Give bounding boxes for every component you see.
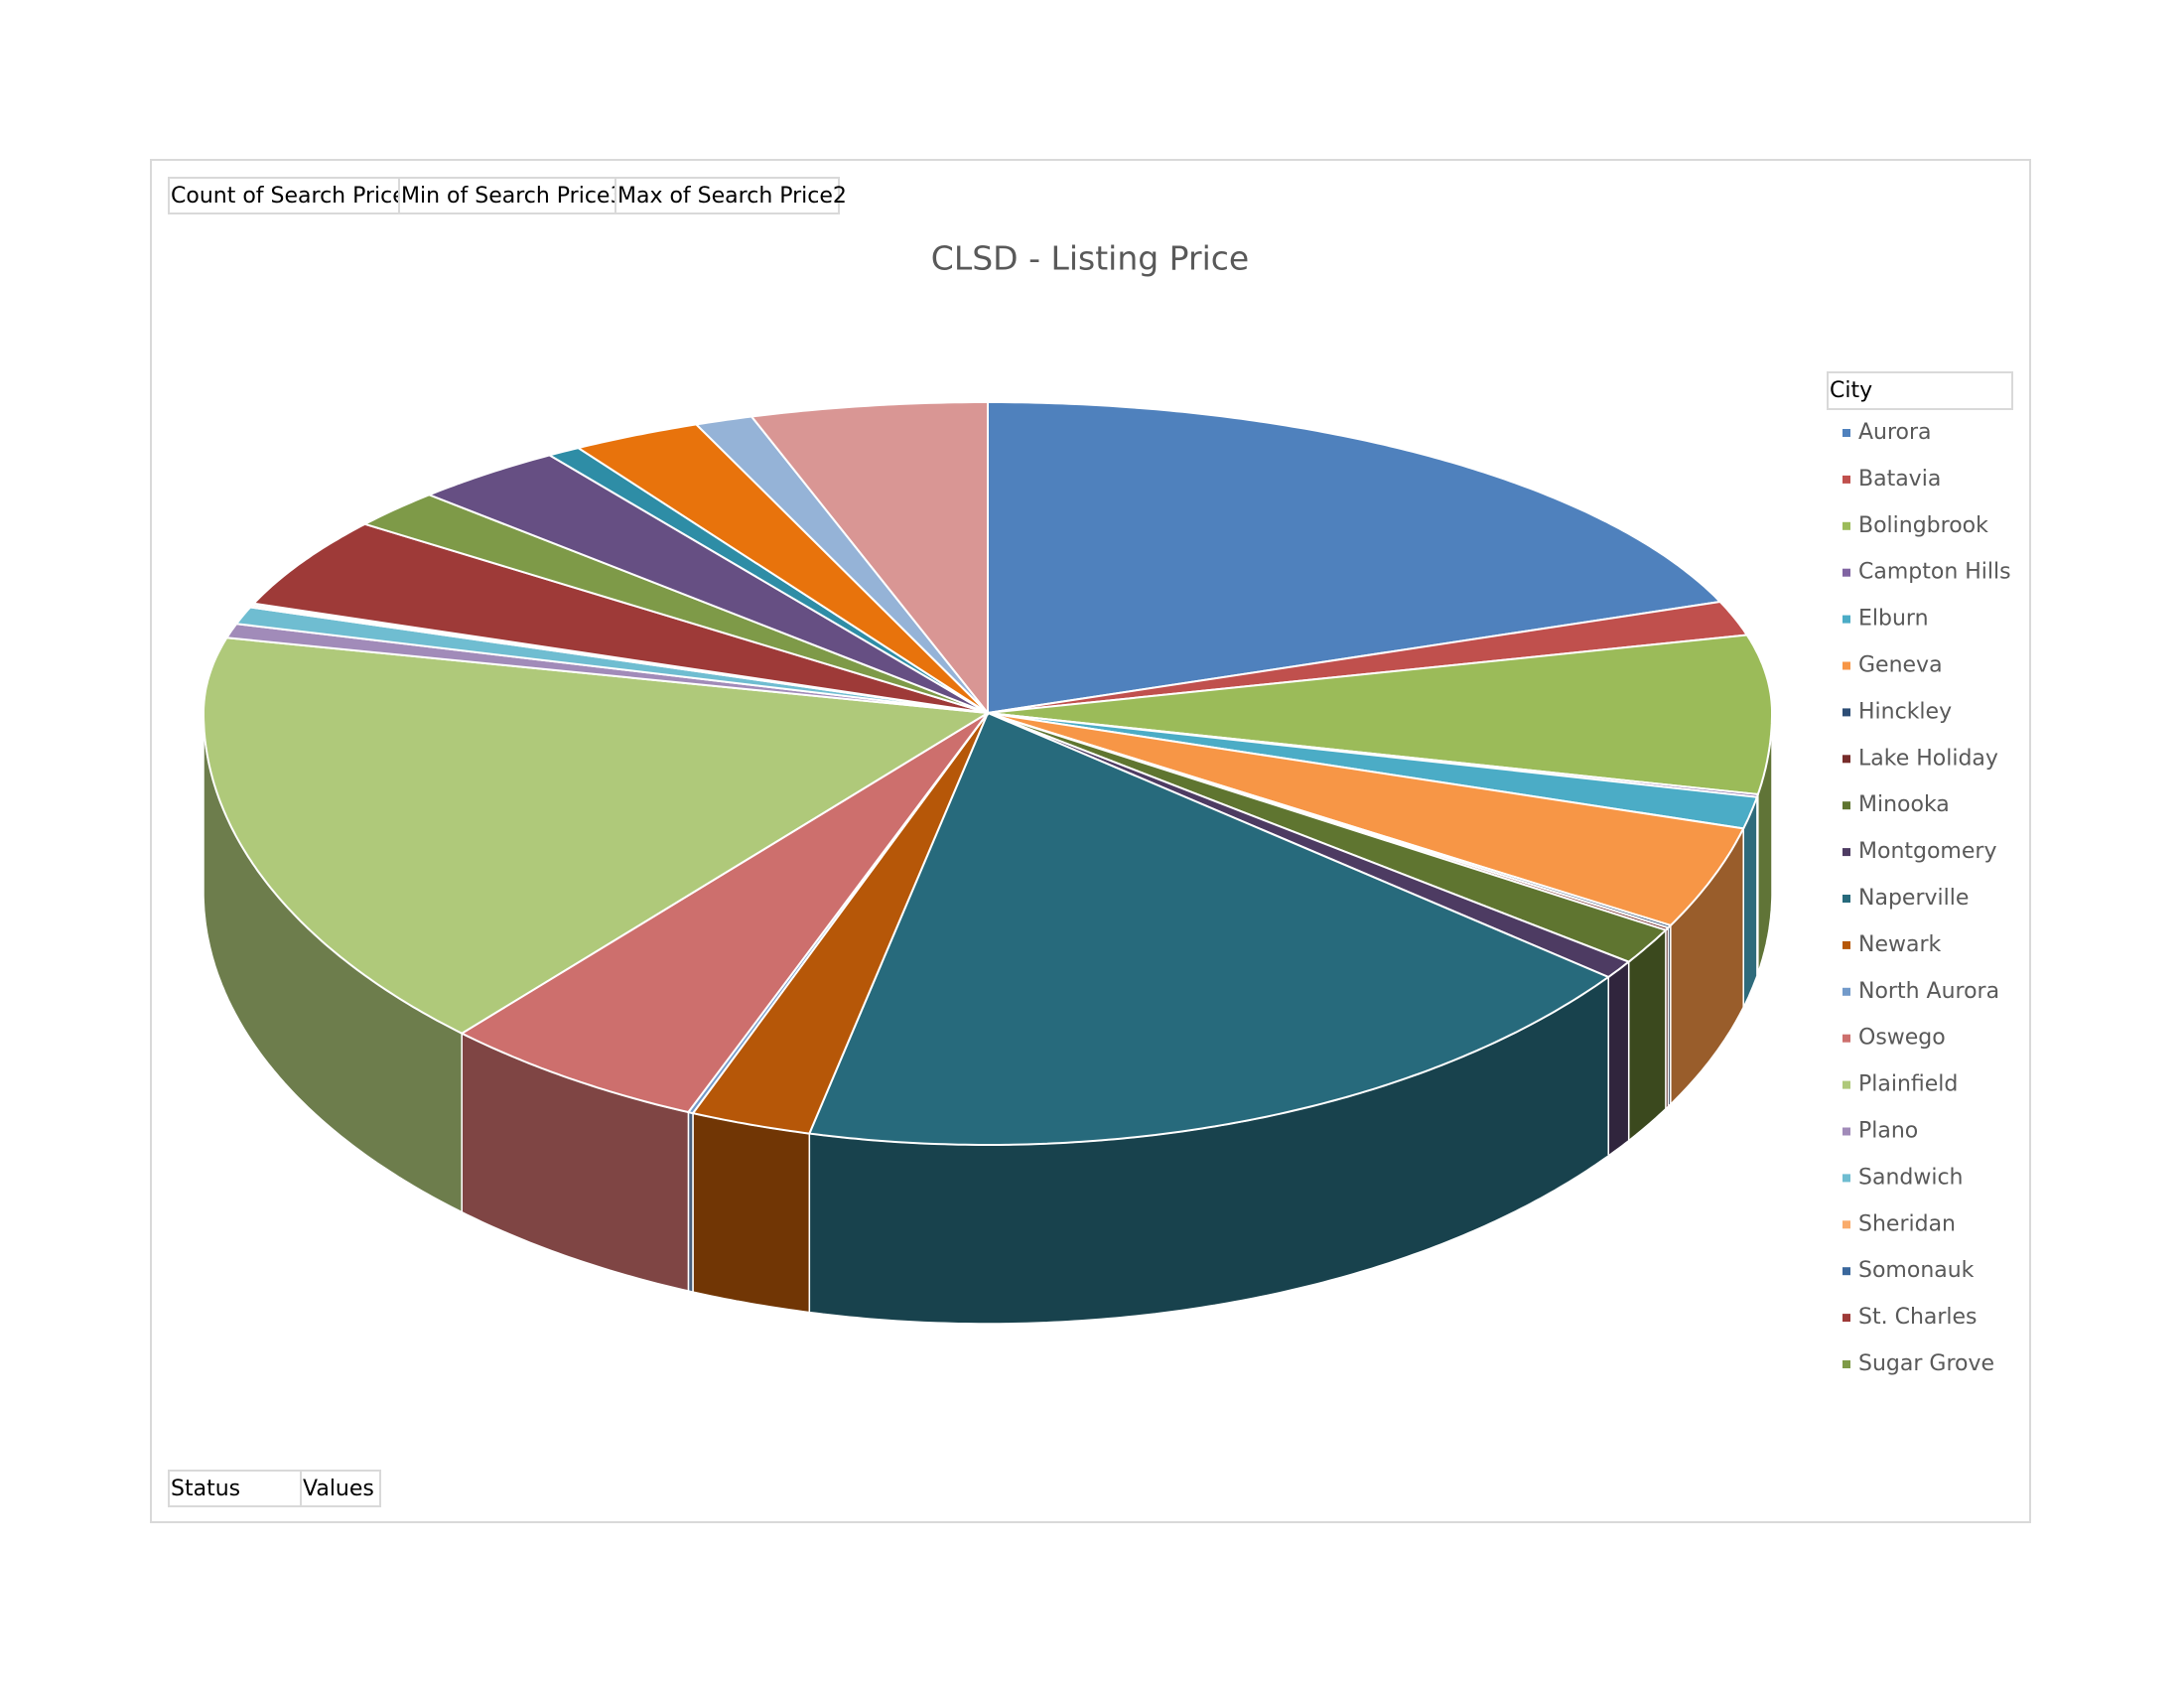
legend-title: City — [1830, 378, 1872, 403]
slice-side — [1627, 927, 1667, 1143]
legend-marker — [1843, 1314, 1850, 1323]
legend-marker — [1843, 475, 1850, 484]
legend-marker — [1843, 895, 1850, 903]
legend-marker — [1843, 1360, 1850, 1368]
legend-label: Oswego — [1858, 1026, 1946, 1051]
field-button[interactable] — [614, 177, 840, 214]
slice — [987, 712, 1745, 927]
slice-side — [1607, 960, 1630, 1158]
slice — [361, 494, 989, 714]
slice — [460, 712, 989, 1114]
slice — [750, 401, 989, 716]
slice — [251, 522, 989, 714]
legend-marker — [1843, 429, 1850, 437]
legend-marker — [1843, 940, 1850, 949]
slice — [987, 634, 1773, 796]
legend-label: Batavia — [1858, 467, 1941, 492]
legend-marker — [1843, 661, 1850, 670]
legend-label: Aurora — [1858, 420, 1932, 445]
legend-marker — [1843, 1034, 1850, 1043]
legend-label: Plano — [1858, 1119, 1918, 1144]
legend-marker — [1843, 801, 1850, 810]
slice — [546, 447, 989, 714]
legend-label: Somonauk — [1858, 1258, 1975, 1283]
slice — [426, 454, 989, 714]
field-button-label: Max of Search Price2 — [617, 184, 847, 209]
slice — [694, 415, 989, 714]
legend-label: Sugar Grove — [1858, 1351, 1994, 1376]
legend-label: Sandwich — [1858, 1165, 1964, 1190]
chart-title: CLSD - Listing Price — [931, 239, 1249, 278]
legend-marker — [1843, 755, 1850, 764]
legend-label: Montgomery — [1858, 839, 1996, 864]
pie-tops — [203, 401, 1773, 1146]
legend-marker — [1843, 1127, 1850, 1136]
slice-side — [1742, 796, 1758, 1008]
legend-label: Minooka — [1858, 792, 1950, 817]
legend-label: Plainfield — [1858, 1072, 1958, 1097]
legend: City Aurora Batavia Bolingbrook Campton Hil… — [1827, 371, 2013, 1376]
legend-marker — [1843, 1080, 1850, 1089]
legend-marker — [1843, 1220, 1850, 1229]
legend-label: North Aurora — [1858, 979, 1999, 1004]
field-button[interactable] — [300, 1470, 381, 1507]
field-button-label: Values — [303, 1477, 374, 1501]
legend-marker — [1843, 521, 1850, 530]
slice — [987, 712, 1668, 963]
legend-label: Hinckley — [1858, 699, 1952, 724]
legend-label: Naperville — [1858, 886, 1969, 911]
slice — [987, 712, 1631, 979]
legend-title-box — [1827, 371, 2013, 410]
legend-marker — [1843, 848, 1850, 857]
pie-sides — [203, 713, 1773, 1325]
legend-label: Campton Hills — [1858, 560, 2011, 585]
field-button-label: Status — [171, 1477, 240, 1501]
legend-marker — [1843, 708, 1850, 717]
legend-label: Sheridan — [1858, 1211, 1956, 1236]
legend-marker — [1843, 615, 1850, 624]
legend-label: Bolingbrook — [1858, 513, 1988, 538]
legend-label: Newark — [1858, 932, 1942, 957]
legend-label: Lake Holiday — [1858, 746, 1998, 771]
legend-label: Geneva — [1858, 653, 1943, 678]
legend-marker — [1843, 568, 1850, 577]
slice — [691, 712, 989, 1135]
slice — [807, 711, 1611, 1146]
slice — [576, 423, 989, 714]
slice — [987, 401, 1722, 715]
legend-marker — [1843, 987, 1850, 996]
slice-side — [692, 1112, 811, 1314]
legend-label: Elburn — [1858, 607, 1929, 632]
field-button-label: Min of Search Price3 — [401, 184, 623, 209]
field-button[interactable] — [398, 177, 616, 214]
legend-marker — [1843, 1174, 1850, 1183]
slice — [203, 636, 992, 1035]
field-button-label: Count of Search Price — [171, 184, 406, 209]
slice — [987, 600, 1749, 714]
legend-label: St. Charles — [1858, 1305, 1978, 1330]
field-button[interactable] — [168, 177, 400, 214]
field-button[interactable] — [168, 1470, 302, 1507]
legend-marker — [1843, 1267, 1850, 1276]
